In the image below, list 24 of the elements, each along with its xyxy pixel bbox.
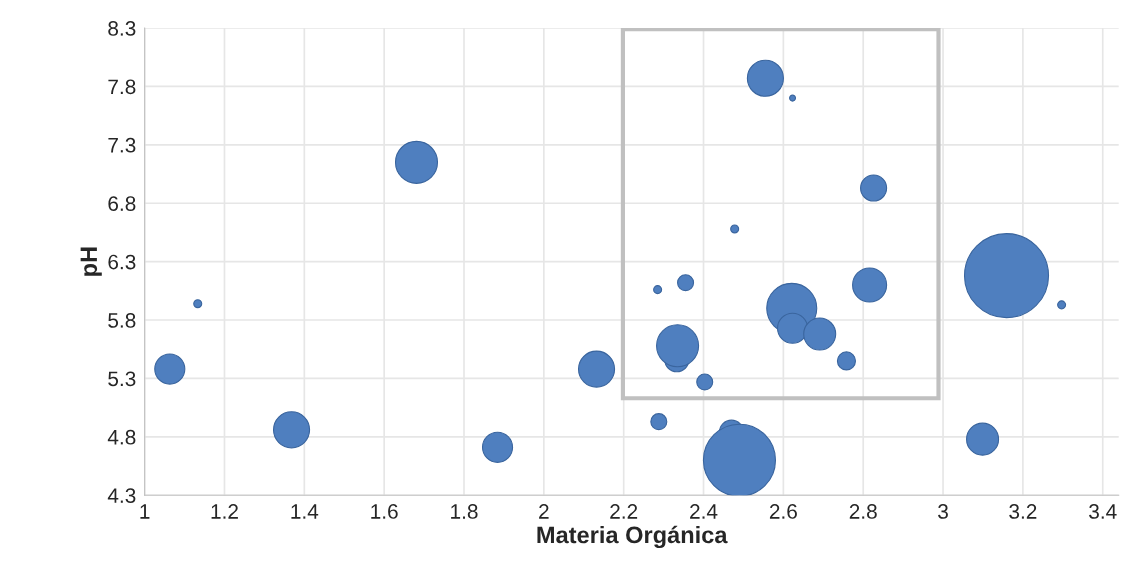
x-tick-label: 1: [140, 504, 150, 519]
y-axis-title: pH: [80, 247, 102, 276]
x-tick-label: 1.8: [451, 504, 478, 519]
x-tick-label: 1.2: [211, 504, 238, 519]
x-tick-label: 3: [938, 504, 948, 519]
y-tick-label: 6.8: [108, 196, 136, 211]
x-tick-label: 3.2: [1009, 504, 1037, 519]
y-tick-label: 5.8: [108, 313, 136, 328]
x-tick-label: 2.8: [849, 504, 877, 519]
x-tick-label: 2.2: [610, 504, 638, 519]
x-tick-label: 2.4: [690, 504, 718, 519]
x-axis-title: Materia Orgánica: [537, 525, 728, 549]
y-tick-label: 8.3: [108, 21, 136, 36]
y-tick-label: 7.3: [108, 137, 136, 153]
y-tick-label: 6.3: [108, 254, 136, 270]
y-tick-label: 7.8: [108, 79, 136, 95]
y-tick-label: 4.8: [107, 429, 136, 445]
y-tick-label: 4.3: [107, 488, 136, 503]
x-tick-label: 2.6: [769, 504, 797, 519]
y-tick-label: 5.3: [108, 371, 136, 387]
x-tick-label: 1.4: [291, 504, 319, 519]
x-tick-label: 3.4: [1089, 504, 1117, 519]
x-tick-label: 1.6: [371, 504, 398, 519]
x-tick-label: 2: [539, 504, 549, 519]
